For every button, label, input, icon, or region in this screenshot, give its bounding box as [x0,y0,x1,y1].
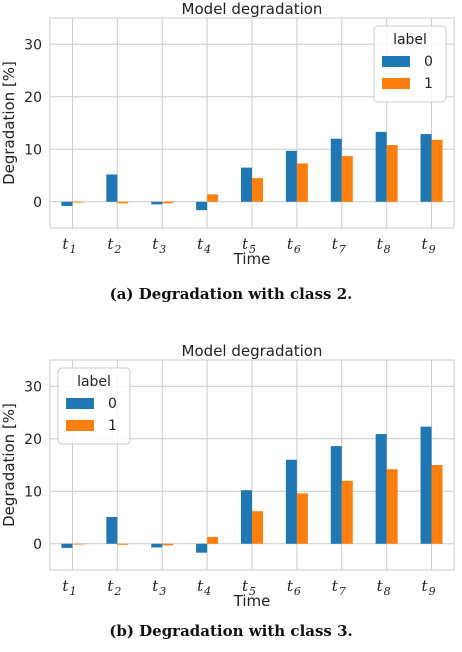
y-tick-label: 0 [33,195,42,211]
bar-series-0-t5 [241,490,252,544]
bar-series-0-t7 [330,138,342,202]
bar-series-1-t4 [207,194,219,202]
x-tick-label: t8 [377,235,391,256]
legend-swatch-0 [382,56,410,67]
y-axis-label: Degradation [%] [0,403,18,527]
x-tick-label: t4 [197,235,211,256]
legend-label-1: 1 [108,418,117,434]
bar-series-0-t4 [196,201,208,211]
bar-series-0-t6 [285,459,297,544]
y-tick-label: 30 [24,37,42,53]
y-tick-label: 10 [24,142,42,158]
x-tick-label: t9 [422,577,436,598]
bar-series-0-t1 [61,543,73,548]
bar-series-1-t1 [72,201,84,203]
legend: label 0 1 [57,367,131,445]
chart-panel-b: Model degradation 0 10 20 30 t1 t2 t3 t4 t5 t6 t7 t8… [0,342,462,652]
bar-series-1-t2 [117,543,129,545]
bar-series-0-t2 [106,516,118,544]
chart-panel-a: Model degradation 0 10 20 30 t1 t2 t3 t4 t5 t6 t7 t8… [0,0,462,310]
y-tick-label: 0 [33,537,42,553]
x-tick-label: t8 [377,577,391,598]
bar-series-0-t8 [375,434,387,544]
legend: label 0 1 [373,25,447,103]
bar-series-0-t7 [330,446,342,544]
x-tick-label: t7 [332,577,346,598]
bar-series-1-t6 [296,493,308,544]
x-tick-label: t3 [152,235,166,256]
legend-label-0: 0 [108,396,117,412]
bar-series-1-t7 [341,480,353,544]
bar-series-1-t1 [72,543,84,545]
bar-series-1-t5 [252,511,263,544]
bar-series-1-t2 [117,201,129,204]
caption-a: (a) Degradation with class 2. [109,285,353,303]
bar-series-1-t3 [162,543,174,546]
x-tick-label: t1 [62,577,76,598]
legend-title: label [77,374,111,390]
x-tick-label: t2 [107,235,121,256]
y-axis-label: Degradation [%] [0,61,18,185]
bar-series-0-t8 [375,131,387,202]
bar-series-0-t1 [61,201,73,206]
x-tick-label: t1 [62,235,76,256]
legend-swatch-1 [66,420,94,431]
bar-series-0-t9 [420,134,432,202]
x-tick-label: t7 [332,235,346,256]
legend-label-1: 1 [424,76,433,92]
bar-series-1-t6 [296,163,308,202]
bar-series-1-t7 [341,156,353,202]
y-tick-label: 10 [24,484,42,500]
bar-series-0-t2 [106,174,118,202]
bar-series-0-t5 [241,167,252,202]
legend-swatch-1 [382,78,410,89]
bar-series-1-t9 [431,465,443,544]
legend-title: label [393,32,427,48]
x-axis-label: Time [233,250,271,268]
bar-series-1-t8 [386,469,398,544]
bar-series-0-t6 [285,150,297,202]
y-tick-label: 20 [24,432,42,448]
x-tick-label: t3 [152,577,166,598]
caption-b: (b) Degradation with class 3. [109,622,353,640]
bar-series-0-t4 [196,543,208,553]
bar-series-1-t9 [431,139,443,202]
x-tick-label: t6 [287,577,301,598]
bar-series-0-t3 [151,543,163,548]
legend-swatch-0 [66,398,94,409]
y-tick-label: 30 [24,379,42,395]
bar-series-1-t3 [162,201,174,204]
bar-series-1-t4 [207,536,219,544]
bar-series-0-t3 [151,201,163,205]
chart-title: Model degradation [182,342,323,360]
bar-series-1-t5 [252,178,263,202]
x-axis-label: Time [233,592,271,610]
chart-title: Model degradation [182,0,323,18]
y-tick-label: 20 [24,90,42,106]
x-tick-label: t6 [287,235,301,256]
x-tick-label: t4 [197,577,211,598]
legend-label-0: 0 [424,54,433,70]
x-tick-label: t9 [422,235,436,256]
bar-series-1-t8 [386,145,398,202]
bar-series-0-t9 [420,426,432,544]
x-tick-label: t2 [107,577,121,598]
